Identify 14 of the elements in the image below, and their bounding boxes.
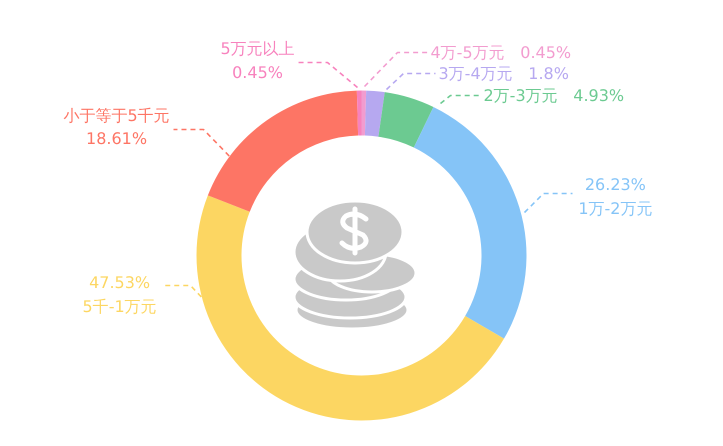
slice-label: 1万-2万元 xyxy=(578,199,652,218)
slice-label: 小于等于5千元 xyxy=(63,106,170,125)
slice-label: 2万-3万元 xyxy=(484,86,558,105)
data-label: 26.23% xyxy=(584,175,646,194)
data-label: 18.61% xyxy=(86,129,148,148)
data-label: 0.45% xyxy=(520,43,572,62)
slice-label: 3万-4万元 xyxy=(438,64,513,83)
data-label: 4.93% xyxy=(573,86,624,105)
slice-label: 5万元以上 xyxy=(220,39,295,58)
slice-label: 5千-1万元 xyxy=(82,297,157,316)
data-label: 0.45% xyxy=(232,63,283,82)
slice-label: 4万-5万元 xyxy=(430,43,505,62)
data-label: 1.8% xyxy=(528,64,569,83)
data-label: 47.53% xyxy=(89,273,150,292)
